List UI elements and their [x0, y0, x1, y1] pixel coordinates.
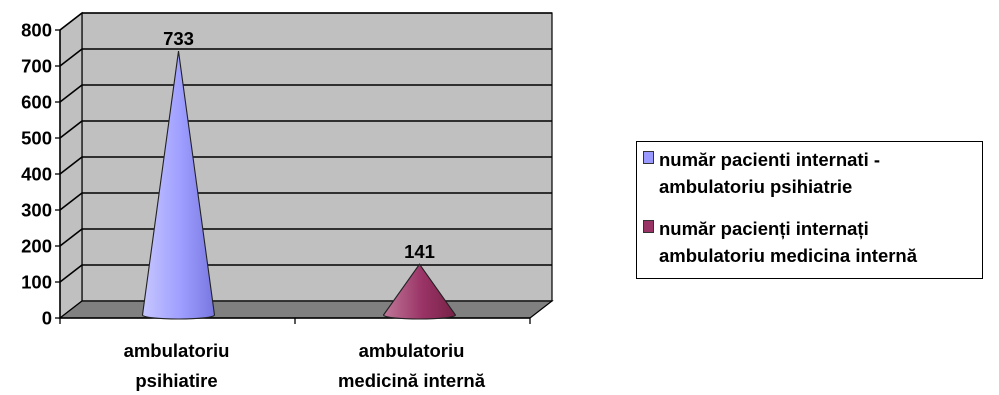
data-labels: 733 141	[163, 28, 435, 262]
legend-label-psihiatrie: număr pacienti internati - ambulatoriu p…	[659, 149, 881, 197]
y-tick-label: 800	[21, 20, 52, 41]
legend-item-medicina-interna: număr pacienți internați ambulatoriu med…	[643, 215, 979, 269]
cone-medicina-interna	[382, 263, 457, 320]
gridline-side	[59, 156, 83, 175]
data-label: 733	[163, 28, 194, 49]
x-tick-label: medicină internă	[338, 370, 486, 391]
floor	[58, 300, 554, 319]
legend-swatch-psihiatrie	[643, 151, 654, 164]
y-tick-label: 100	[21, 272, 52, 293]
y-tick-label: 600	[21, 92, 52, 113]
gridline-side	[59, 264, 83, 283]
x-axis-ticks: ambulatoriu psihiatire ambulatoriu medicină…	[59, 318, 531, 391]
cone-series	[141, 51, 457, 320]
y-axis-ticks: 0 100 200 300 400 500 600 700 800	[21, 20, 60, 329]
x-tick-label: ambulatoriu	[359, 340, 465, 361]
cone-body	[382, 263, 457, 320]
legend-item-psihiatrie: număr pacienti internati - ambulatoriu p…	[643, 146, 979, 200]
cone-body	[141, 51, 216, 320]
gridline-side	[59, 48, 83, 67]
legend-label-medicina-interna: număr pacienți internați ambulatoriu med…	[659, 218, 918, 266]
y-tick-label: 0	[42, 308, 52, 329]
data-label: 141	[404, 241, 435, 262]
y-tick-label: 500	[21, 128, 52, 149]
gridline-side	[59, 120, 83, 139]
y-tick-label: 700	[21, 56, 52, 77]
gridline-side	[59, 84, 83, 103]
cone-psihiatrie	[141, 51, 216, 320]
y-tick-label: 400	[21, 164, 52, 185]
legend-swatch-medicina-interna	[643, 220, 654, 233]
y-tick-label: 200	[21, 236, 52, 257]
x-tick-label: ambulatoriu	[124, 340, 230, 361]
gridline-side	[59, 192, 83, 211]
legend: număr pacienti internati - ambulatoriu p…	[636, 141, 983, 279]
plot-walls	[58, 11, 554, 320]
y-tick-label: 300	[21, 200, 52, 221]
gridline-side	[59, 12, 83, 31]
gridline-side	[59, 228, 83, 247]
x-tick-label: psihiatire	[135, 370, 217, 391]
